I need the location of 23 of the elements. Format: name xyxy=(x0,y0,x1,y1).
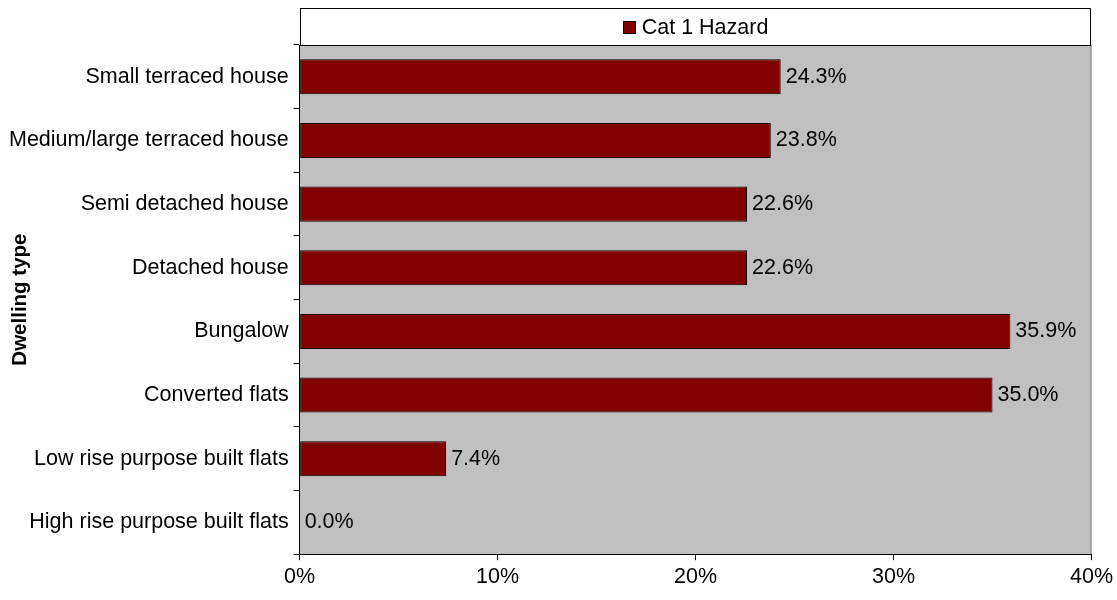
data-label: 22.6% xyxy=(752,254,813,279)
y-tick-label: Low rise purpose built flats xyxy=(34,445,289,470)
data-label: 35.0% xyxy=(997,382,1059,406)
y-tick-label: High rise purpose built flats xyxy=(29,509,289,534)
data-label: 35.9% xyxy=(1015,318,1077,343)
x-tick-label: 30% xyxy=(872,564,916,589)
data-label: 7.4% xyxy=(451,445,501,470)
y-tick-label: Detached house xyxy=(132,254,289,279)
y-tick-label: Bungalow xyxy=(194,318,290,343)
data-label: 24.3% xyxy=(785,63,847,88)
x-tick-label: 0% xyxy=(284,564,316,589)
y-tick-label: Small terraced house xyxy=(85,63,289,88)
x-tick-label: 20% xyxy=(674,564,718,589)
x-tick-label: 10% xyxy=(476,564,520,589)
y-axis-title: Dwelling type xyxy=(6,233,30,366)
x-tick-label: 40% xyxy=(1069,564,1114,589)
y-tick-label: Semi detached house xyxy=(80,191,289,216)
data-label: 23.8% xyxy=(775,127,837,152)
data-label: 0.0% xyxy=(304,509,354,534)
data-label: 22.6% xyxy=(752,191,813,216)
legend-label: Cat 1 Hazard xyxy=(641,14,769,40)
y-tick-label: Medium/large terraced house xyxy=(8,127,289,152)
y-tick-label: Converted flats xyxy=(144,382,289,406)
